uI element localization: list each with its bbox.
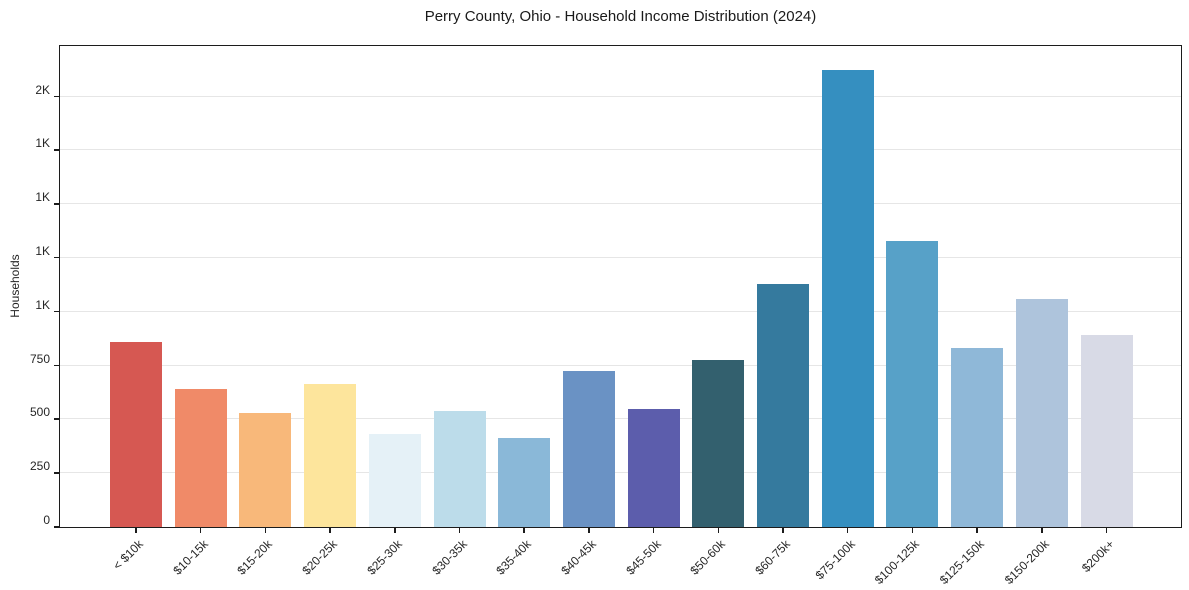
y-tick-mark — [54, 149, 59, 151]
y-tick-mark — [54, 472, 59, 474]
y-tick-label: 250 — [29, 459, 50, 474]
x-tick-mark — [1105, 528, 1108, 533]
bar-75-100k — [821, 69, 874, 527]
gridline — [60, 256, 1181, 258]
gridline — [60, 472, 1181, 474]
x-tick-mark — [264, 528, 267, 533]
x-tick-mark — [458, 528, 461, 533]
bar-35-40k — [498, 437, 551, 527]
x-tick-mark — [523, 528, 525, 533]
bar-100-125k — [886, 240, 939, 527]
x-tick-mark — [976, 528, 978, 533]
y-tick-mark — [54, 203, 59, 205]
y-tick-mark — [54, 256, 59, 259]
gridline — [60, 203, 1181, 205]
bar-25-30k — [368, 434, 421, 527]
bar-40-45k — [562, 370, 615, 527]
bar-30-35k — [433, 410, 486, 527]
x-tick-mark — [652, 528, 655, 533]
chart-title: Perry County, Ohio - Household Income Di… — [424, 8, 817, 25]
y-tick-mark — [54, 526, 59, 528]
y-tick-label: 2K — [35, 82, 50, 97]
y-tick-label: 500 — [29, 405, 50, 420]
y-tick-label: 1K — [35, 190, 50, 205]
y-tick-label: 1K — [35, 136, 50, 151]
y-tick-label: 1K — [35, 297, 50, 312]
y-tick-label: 750 — [29, 351, 50, 366]
y-axis-label: Households — [8, 254, 22, 318]
bar-125-150k — [951, 348, 1004, 527]
bar-20-25k — [304, 383, 357, 527]
gridline — [60, 95, 1181, 97]
bar-15-20k — [239, 412, 292, 527]
x-tick-mark — [782, 528, 784, 533]
bar-150-200k — [1015, 298, 1068, 527]
x-tick-mark — [329, 528, 331, 533]
x-tick-mark — [846, 528, 849, 533]
x-tick-mark — [135, 528, 137, 533]
y-tick-mark — [54, 310, 59, 313]
bar-45-50k — [627, 408, 680, 527]
gridline — [60, 418, 1181, 420]
x-tick-mark — [394, 528, 396, 533]
y-tick-mark — [54, 95, 59, 98]
gridline — [60, 364, 1181, 366]
bar-60-75k — [757, 283, 809, 527]
y-tick-label: 0 — [43, 513, 50, 527]
bar-50-60k — [692, 360, 745, 527]
x-tick-mark — [717, 528, 720, 533]
x-tick-mark — [911, 528, 914, 533]
y-tick-mark — [54, 418, 59, 420]
x-tick-mark — [1041, 528, 1043, 533]
bar-10k — [110, 341, 162, 527]
y-tick-label: 1K — [35, 243, 50, 258]
bar-200k+ — [1080, 335, 1133, 527]
x-tick-label: < $10k — [110, 537, 146, 573]
bar-10-15k — [174, 389, 227, 527]
gridline — [60, 310, 1181, 312]
x-tick-mark — [588, 528, 590, 533]
gridline — [60, 149, 1181, 151]
plot-area: 0 250 500 750 1K 1K 1K 1K 2K < $10k $10-15k $15-20k… — [30, 45, 1182, 587]
y-tick-mark — [54, 364, 59, 367]
x-tick-mark — [199, 528, 202, 533]
